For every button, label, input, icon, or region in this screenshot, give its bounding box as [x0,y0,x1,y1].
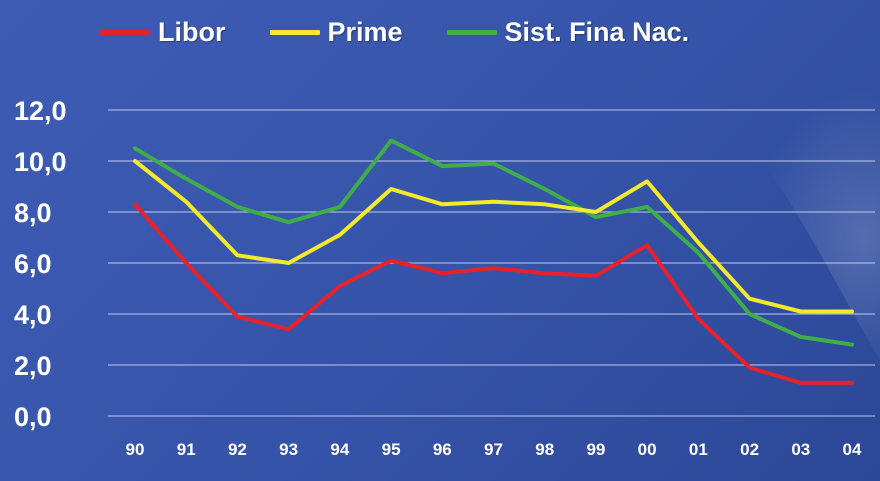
legend-item-libor: Libor [100,17,226,48]
x-tick-label: 99 [586,440,605,459]
x-tick-label: 00 [638,440,657,459]
y-tick-label: 10,0 [14,147,67,177]
x-tick-label: 01 [689,440,708,459]
x-tick-label: 95 [382,440,401,459]
x-tick-label: 92 [228,440,247,459]
legend-swatch-prime [269,29,320,35]
legend-item-prime: Prime [269,16,403,48]
y-tick-label: 12,0 [14,96,67,126]
x-tick-label: 91 [177,440,196,459]
legend-label-libor: Libor [158,16,226,47]
y-tick-label: 8,0 [14,198,52,228]
series-line-libor [133,202,854,385]
y-tick-label: 2,0 [14,351,52,381]
legend-label-prime: Prime [327,16,403,47]
legend: Libor Prime Sist. Fina Nac. [100,14,733,50]
series-line-prime [133,159,854,314]
y-tick-label: 0,0 [14,402,52,432]
y-tick-label: 6,0 [14,249,52,279]
series-line-sist-fina-nac [133,138,854,347]
legend-swatch-sist-fina-nac [446,29,497,35]
x-tick-label: 90 [126,440,145,459]
x-tick-label: 94 [330,440,349,459]
background-sheen [680,90,880,360]
legend-item-sist-fina-nac: Sist. Fina Nac. [446,16,690,48]
x-tick-label: 93 [279,440,298,459]
x-tick-label: 03 [791,440,810,459]
x-tick-label: 02 [740,440,759,459]
x-tick-label: 97 [484,440,503,459]
y-tick-label: 4,0 [14,300,52,330]
x-tick-label: 96 [433,440,452,459]
x-tick-label: 04 [843,440,862,459]
legend-swatch-libor [100,29,150,35]
legend-label-sist-fina-nac: Sist. Fina Nac. [504,16,690,47]
x-tick-label: 98 [535,440,554,459]
